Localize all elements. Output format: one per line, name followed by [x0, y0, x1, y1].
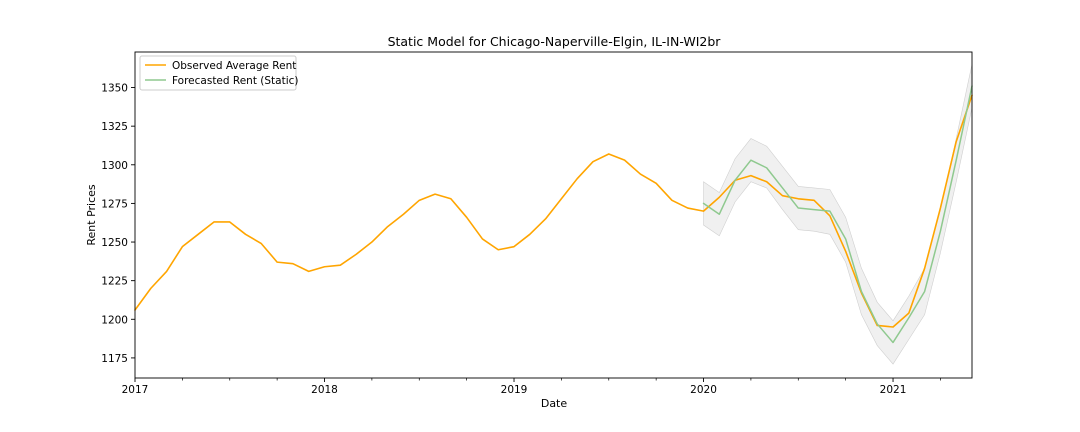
axes: 1175 1200 1225 1250 1275 1300 1325 1350 2017 2018… — [101, 83, 941, 396]
x-tick-label: 2020 — [690, 384, 717, 396]
x-tick-label: 2019 — [501, 384, 528, 396]
x-axis-label: Date — [541, 397, 568, 410]
legend-label-observed: Observed Average Rent — [172, 60, 296, 72]
y-tick-label: 1325 — [101, 121, 128, 133]
x-tick-label: 2021 — [880, 384, 907, 396]
y-tick-label: 1275 — [101, 198, 128, 210]
legend: Observed Average Rent Forecasted Rent (S… — [139, 55, 299, 91]
x-tick-label: 2017 — [122, 384, 149, 396]
x-tick-label: 2018 — [311, 384, 338, 396]
plot-frame — [134, 51, 973, 379]
y-tick-label: 1250 — [101, 237, 128, 249]
y-tick-label: 1200 — [101, 314, 128, 326]
chart-title: Static Model for Chicago-Naperville-Elgi… — [388, 34, 722, 49]
y-tick-label: 1175 — [101, 353, 128, 365]
plot-area — [134, 64, 973, 365]
legend-label-forecast: Forecasted Rent (Static) — [172, 75, 299, 87]
series-line-forecast — [702, 85, 973, 344]
y-axis-label: Rent Prices — [85, 184, 98, 246]
series-line-observed — [134, 94, 973, 328]
forecast-confidence-band — [703, 64, 973, 365]
legend-box — [139, 55, 297, 91]
y-tick-label: 1350 — [101, 83, 128, 95]
y-tick-label: 1300 — [101, 160, 128, 172]
y-tick-label: 1225 — [101, 276, 128, 288]
